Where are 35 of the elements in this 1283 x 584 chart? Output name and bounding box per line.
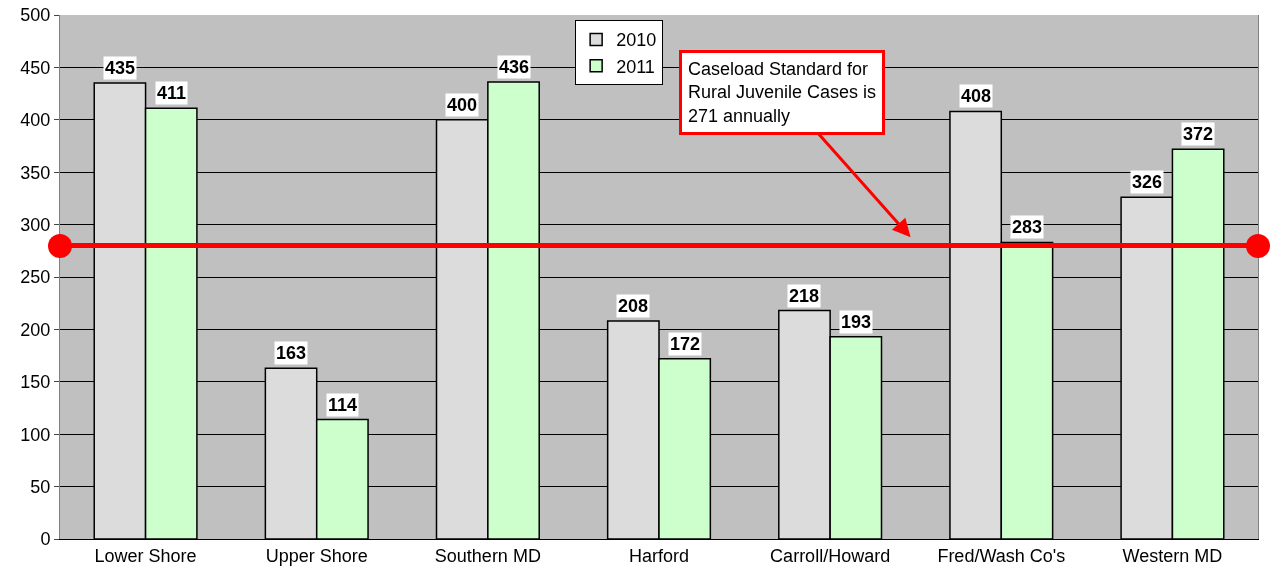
x-tick-label: Carroll/Howard (770, 545, 891, 566)
y-tick-label: 200 (20, 319, 51, 340)
annotation: Caseload Standard for Rural Juvenile Cases is 271 annually (688, 59, 877, 126)
data-label: 408 (961, 86, 992, 106)
x-tick-label: Lower Shore (94, 545, 197, 566)
data-label: 114 (328, 395, 358, 415)
data-label: 326 (1132, 172, 1163, 192)
data-label: 208 (618, 296, 649, 316)
x-tick-label: Harford (628, 545, 690, 566)
data-label: 436 (499, 57, 530, 77)
data-label: 193 (841, 312, 872, 332)
y-tick-label: 0 (40, 529, 51, 550)
y-tick-label: 150 (20, 372, 51, 393)
data-label: 372 (1183, 124, 1214, 144)
x-tick-label: Western MD (1122, 545, 1223, 566)
y-tick-label: 250 (20, 267, 51, 288)
data-label: 283 (1012, 217, 1043, 237)
data-label: 435 (105, 58, 136, 78)
x-tick-label: Upper Shore (265, 545, 368, 566)
data-label: 163 (276, 343, 307, 363)
x-tick-label: Southern MD (434, 545, 541, 566)
data-label: 411 (157, 83, 187, 103)
data-label: 172 (670, 334, 701, 354)
legend-label: 2010 (616, 30, 657, 51)
y-tick-label: 450 (20, 57, 51, 78)
y-tick-label: 500 (20, 5, 51, 26)
x-tick-label: Fred/Wash Co's (937, 545, 1066, 566)
data-label: 218 (789, 286, 820, 306)
y-tick-label: 300 (20, 214, 51, 235)
y-tick-label: 400 (20, 110, 51, 131)
y-tick-label: 50 (30, 476, 51, 497)
y-tick-label: 100 (20, 424, 51, 445)
legend-label: 2011 (616, 56, 655, 77)
y-tick-label: 350 (20, 162, 51, 183)
data-label: 400 (447, 95, 478, 115)
